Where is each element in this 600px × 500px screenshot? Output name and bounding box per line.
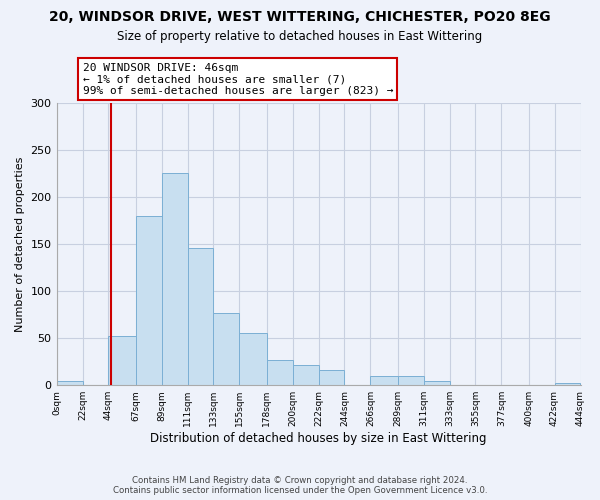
X-axis label: Distribution of detached houses by size in East Wittering: Distribution of detached houses by size … [150,432,487,445]
Text: Contains HM Land Registry data © Crown copyright and database right 2024.
Contai: Contains HM Land Registry data © Crown c… [113,476,487,495]
Bar [161,173,188,385]
Bar [188,248,214,385]
Bar [136,216,161,385]
Bar [398,376,424,385]
Bar [554,384,580,385]
Y-axis label: Number of detached properties: Number of detached properties [15,156,25,332]
Bar [293,366,319,385]
Bar [56,380,83,385]
Bar [214,313,239,385]
Bar [424,380,449,385]
Text: 20 WINDSOR DRIVE: 46sqm
← 1% of detached houses are smaller (7)
99% of semi-deta: 20 WINDSOR DRIVE: 46sqm ← 1% of detached… [83,63,393,96]
Bar [266,360,293,385]
Text: Size of property relative to detached houses in East Wittering: Size of property relative to detached ho… [118,30,482,43]
Bar [370,376,398,385]
Bar [319,370,344,385]
Text: 20, WINDSOR DRIVE, WEST WITTERING, CHICHESTER, PO20 8EG: 20, WINDSOR DRIVE, WEST WITTERING, CHICH… [49,10,551,24]
Bar [109,336,136,385]
Bar [239,332,266,385]
